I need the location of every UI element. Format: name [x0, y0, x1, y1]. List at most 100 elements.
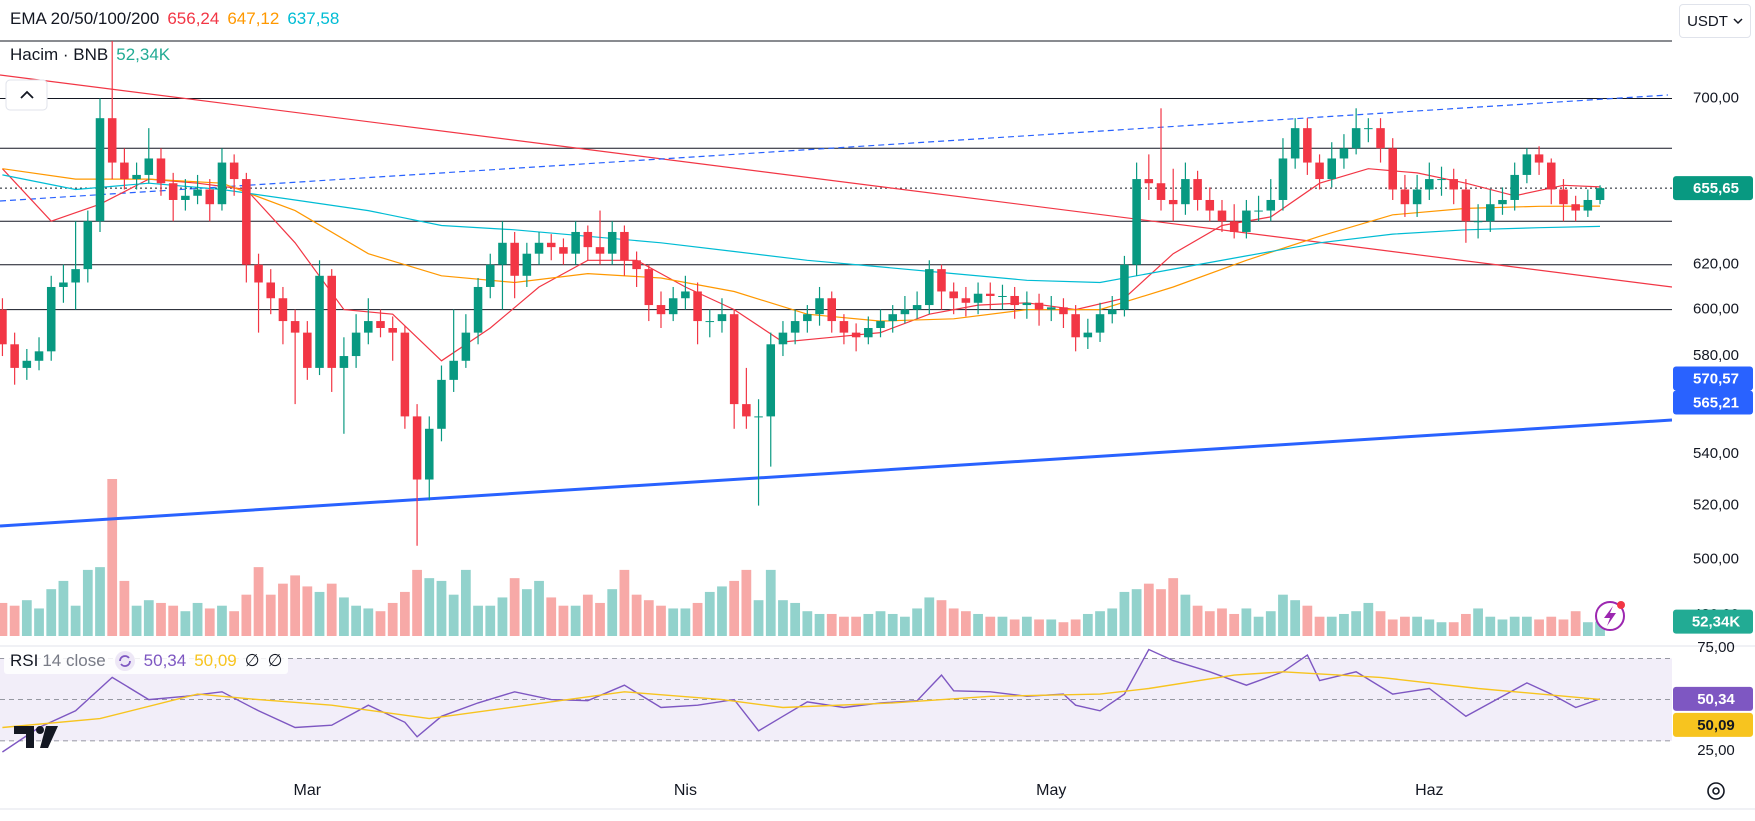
candle-body — [668, 298, 678, 315]
volume-bar — [1070, 619, 1081, 636]
volume-bar — [1229, 613, 1240, 636]
candle-body — [193, 189, 202, 196]
volume-badge: 52,34K — [1692, 614, 1741, 631]
candle-body — [961, 298, 971, 303]
candle-body — [1449, 179, 1458, 190]
candle-body — [181, 195, 190, 200]
volume-bar — [973, 613, 983, 636]
volume-bar — [1351, 611, 1362, 636]
candle-body — [266, 282, 276, 299]
candle-body — [71, 269, 80, 283]
volume-bar — [887, 613, 898, 636]
candle-body — [1193, 179, 1202, 200]
candle-body — [290, 321, 300, 333]
candle-body — [1242, 210, 1251, 232]
volume-bar — [1400, 616, 1410, 636]
candle-body — [132, 174, 141, 180]
volume-bar — [985, 616, 996, 636]
candle-body — [1473, 221, 1483, 223]
candle-body — [827, 298, 836, 322]
volume-bar — [1253, 616, 1264, 636]
candle-body — [705, 321, 715, 323]
x-tick-label: May — [1036, 782, 1066, 799]
volume-bar — [1192, 605, 1203, 636]
volume-bar — [1082, 613, 1093, 636]
legend-title: Hacim · BNB — [10, 45, 109, 64]
candle-body — [595, 247, 605, 254]
candle-body — [1546, 162, 1556, 190]
y-tick-label: 500,00 — [1693, 550, 1739, 567]
candle-body — [546, 242, 556, 248]
candle-body — [583, 231, 593, 248]
candle-body — [461, 332, 471, 361]
volume-bar — [448, 594, 459, 636]
candle-body — [754, 416, 763, 418]
volume-bar — [1582, 622, 1593, 636]
candle-body — [998, 295, 1007, 297]
volume-bar — [58, 580, 69, 636]
candle-body — [1522, 154, 1532, 175]
candle-body — [1217, 210, 1227, 222]
candle-body — [973, 293, 983, 303]
volume-bar — [107, 478, 118, 636]
candle-body — [644, 269, 654, 306]
volume-bar — [424, 578, 435, 636]
candle-body — [790, 321, 800, 333]
settings-icon[interactable] — [1707, 782, 1725, 800]
candle-body — [803, 314, 812, 322]
refresh-icon[interactable] — [114, 650, 136, 672]
price-badge: 570,57 — [1693, 370, 1739, 387]
volume-bar — [1021, 616, 1032, 636]
volume-bar — [326, 583, 337, 636]
candle-body — [351, 332, 361, 357]
candle-body — [217, 162, 227, 205]
candle-body — [412, 416, 422, 480]
volume-bar — [1058, 622, 1069, 636]
volume-bar — [1217, 608, 1227, 636]
collapse-button[interactable] — [5, 79, 48, 111]
candle-body — [925, 269, 934, 306]
volume-bar — [241, 594, 252, 636]
candle-body — [1400, 189, 1410, 205]
price-badge: 565,21 — [1693, 394, 1739, 411]
volume-bar — [21, 600, 32, 636]
volume-bar — [1290, 600, 1301, 636]
candle-body — [1010, 295, 1019, 306]
volume-bar — [1448, 622, 1459, 636]
candle-body — [681, 291, 690, 299]
candle-body — [303, 332, 312, 368]
volume-bar — [1339, 613, 1349, 636]
volume-bar — [1436, 622, 1447, 636]
volume-bar — [229, 611, 240, 636]
volume-bar — [1046, 619, 1057, 636]
volume-bar — [131, 605, 142, 636]
ema-line — [2, 168, 1601, 322]
volume-bar — [485, 605, 496, 636]
volume-bar — [534, 580, 544, 636]
volume-bar — [509, 578, 520, 636]
candle-body — [254, 264, 263, 283]
candle-body — [620, 231, 629, 261]
candle-body — [1376, 128, 1385, 149]
volume-bar — [1412, 616, 1422, 636]
volume-bar — [143, 600, 154, 636]
currency-button[interactable]: USDT — [1679, 4, 1751, 38]
ema-legend: EMA 20/50/100/200 656,24 647,12 637,58 — [10, 9, 339, 29]
legend-value: 50,34 — [143, 651, 187, 670]
candle-body — [10, 344, 19, 368]
volume-bar — [375, 611, 386, 636]
candle-body — [1583, 199, 1593, 211]
price-badge-bg — [1673, 366, 1753, 391]
volume-bar — [339, 597, 349, 636]
volume-bar — [961, 611, 971, 636]
trend-line-support — [0, 418, 1672, 528]
volume-bar — [900, 616, 910, 636]
candle-body — [229, 162, 239, 180]
candle-body — [559, 247, 568, 254]
rsi-ma-line — [2, 671, 1601, 729]
alert-icon[interactable] — [1595, 601, 1625, 631]
candle-body — [46, 286, 56, 352]
candle-body — [59, 282, 68, 287]
candle-body — [278, 298, 288, 322]
